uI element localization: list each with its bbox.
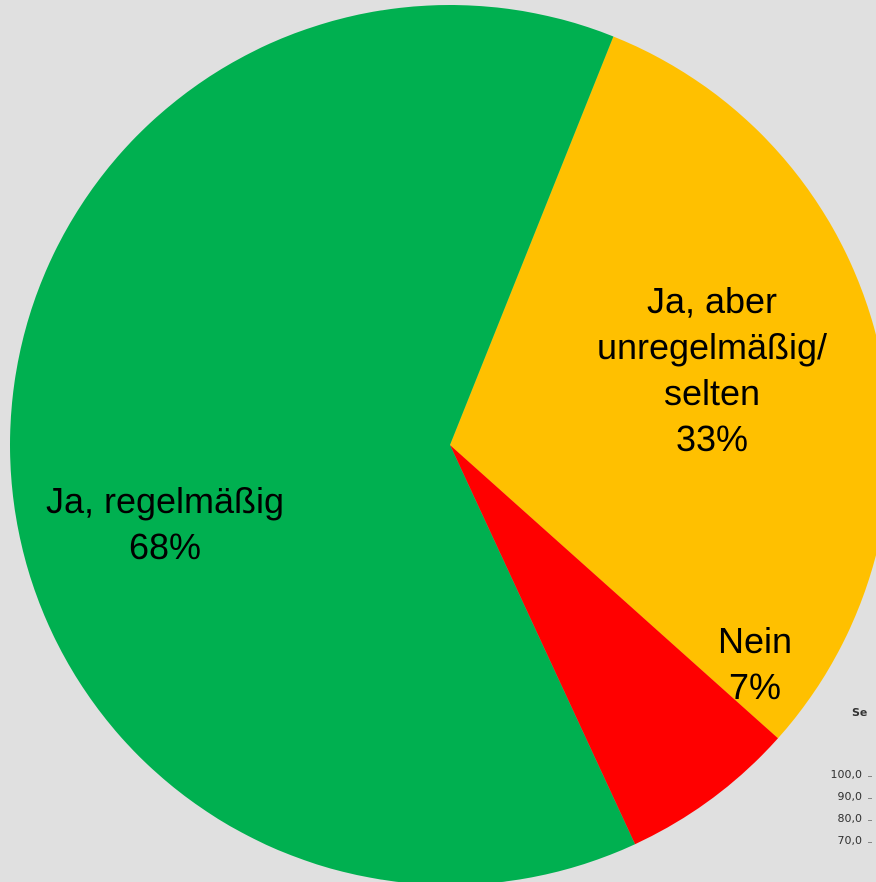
partial-title: Se xyxy=(852,706,868,719)
value-label: 7% xyxy=(728,666,782,707)
partial-tick xyxy=(868,798,872,799)
category-label: Ja, aber unregelmäßig/ selten xyxy=(596,280,828,413)
partial-tick-label: 90,0 xyxy=(837,790,863,803)
partial-tick xyxy=(868,776,872,777)
pie-slice xyxy=(10,5,636,882)
partial-tick xyxy=(868,820,872,821)
value-label: 33% xyxy=(675,418,749,459)
slice-label: Nein 7% xyxy=(718,618,792,710)
partial-tick-label: 100,0 xyxy=(830,768,863,781)
slice-label: Ja, regelmäßig 68% xyxy=(46,478,284,570)
partial-tick xyxy=(868,842,872,843)
slice-label: Ja, aber unregelmäßig/ selten 33% xyxy=(597,278,827,462)
category-label: Ja, regelmäßig xyxy=(45,480,285,521)
pie-slice xyxy=(450,445,779,845)
category-label: Nein xyxy=(717,620,793,661)
partial-tick-label: 80,0 xyxy=(837,812,863,825)
value-label: 68% xyxy=(128,526,202,567)
partial-tick-label: 70,0 xyxy=(837,834,863,847)
pie-slice xyxy=(450,36,876,739)
